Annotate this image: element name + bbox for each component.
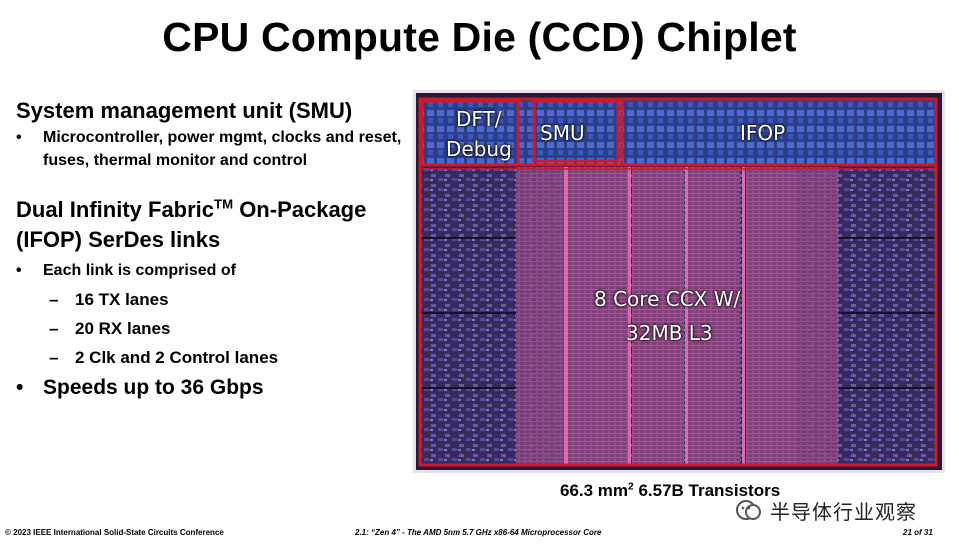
die-transistors: 6.57B Transistors (633, 481, 781, 500)
die-caption: 66.3 mm2 6.57B Transistors (560, 481, 780, 501)
die-area-unit-sup: 2 (628, 481, 634, 493)
speed-bullet-text: Speeds up to 36 Gbps (43, 376, 264, 399)
ifop-heading: Dual Infinity FabricTM On-Package (IFOP)… (16, 195, 411, 255)
die-label-ifop: IFOP (740, 121, 786, 145)
die-floorplan-graphic (416, 93, 942, 470)
slide-content: System management unit (SMU) • Microcont… (16, 96, 411, 404)
ifop-sub-item: – 2 Clk and 2 Control lanes (16, 343, 411, 372)
speed-bullet: • Speeds up to 36 Gbps (16, 372, 411, 404)
die-label-smu: SMU (540, 121, 585, 145)
wechat-official-account-icon (736, 500, 761, 520)
smu-heading: System management unit (SMU) (16, 98, 353, 123)
die-label-l3: 32MB L3 (626, 321, 713, 345)
ifop-heading-post: On-Package (IFOP) SerDes links (16, 197, 367, 252)
ifop-bullet-text: Each link is comprised of (43, 262, 236, 279)
dash-marker: – (49, 319, 59, 338)
bullet-marker: • (16, 262, 22, 279)
ifop-sub-item: – 16 TX lanes (16, 285, 411, 314)
die-label-ccx: 8 Core CCX W/ (594, 287, 741, 311)
die-label-debug: Debug (446, 137, 512, 161)
ifop-bullet: • Each link is comprised of (16, 259, 411, 282)
watermark: 半导体行业观察 (734, 495, 958, 525)
dash-marker: – (49, 290, 59, 309)
die-area: 66.3 mm (560, 481, 629, 500)
ifop-sub-item-text: 2 Clk and 2 Control lanes (75, 348, 279, 367)
bullet-marker: • (16, 129, 22, 146)
ifop-heading-pre: Dual Infinity Fabric (16, 197, 215, 222)
ifop-sub-item: – 20 RX lanes (16, 314, 411, 343)
bullet-marker: • (16, 376, 24, 399)
trademark-sup: TM (214, 196, 234, 212)
ifop-sub-item-text: 16 TX lanes (75, 290, 169, 309)
smu-bullet: • Microcontroller, power mgmt, clocks an… (16, 126, 411, 172)
ifop-sub-item-text: 20 RX lanes (75, 319, 171, 338)
watermark-text: 半导体行业观察 (770, 499, 917, 524)
footer-page-number: 21 of 31 (903, 528, 933, 537)
die-label-dft: DFT/ (456, 107, 502, 131)
smu-bullet-text: Microcontroller, power mgmt, clocks and … (43, 129, 402, 169)
die-photo: DFT/ Debug SMU IFOP 8 Core CCX W/ 32MB L… (413, 90, 945, 473)
dash-marker: – (49, 348, 59, 367)
footer-copyright: © 2023 IEEE International Solid-State Ci… (5, 528, 224, 537)
slide-title: CPU Compute Die (CCD) Chiplet (162, 14, 797, 60)
footer-talk-title: 2.1: “Zen 4” - The AMD 5nm 5.7 GHz x86-6… (355, 528, 602, 537)
